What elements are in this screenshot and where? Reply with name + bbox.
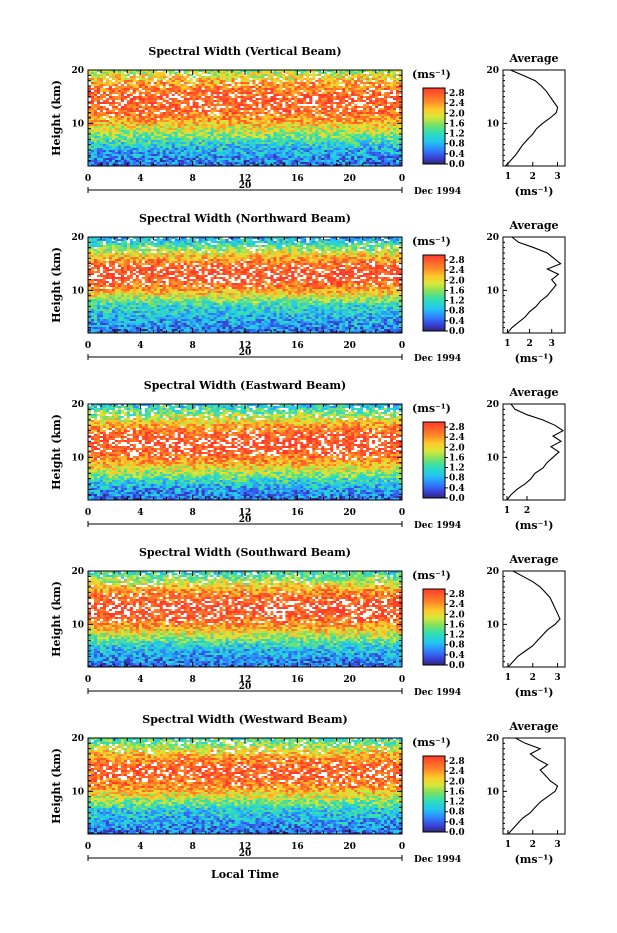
panel-title: Spectral Width (Vertical Beam) — [148, 45, 341, 58]
heatmap — [88, 70, 402, 166]
panel-0: Spectral Width (Vertical Beam)1020Height… — [50, 45, 565, 198]
